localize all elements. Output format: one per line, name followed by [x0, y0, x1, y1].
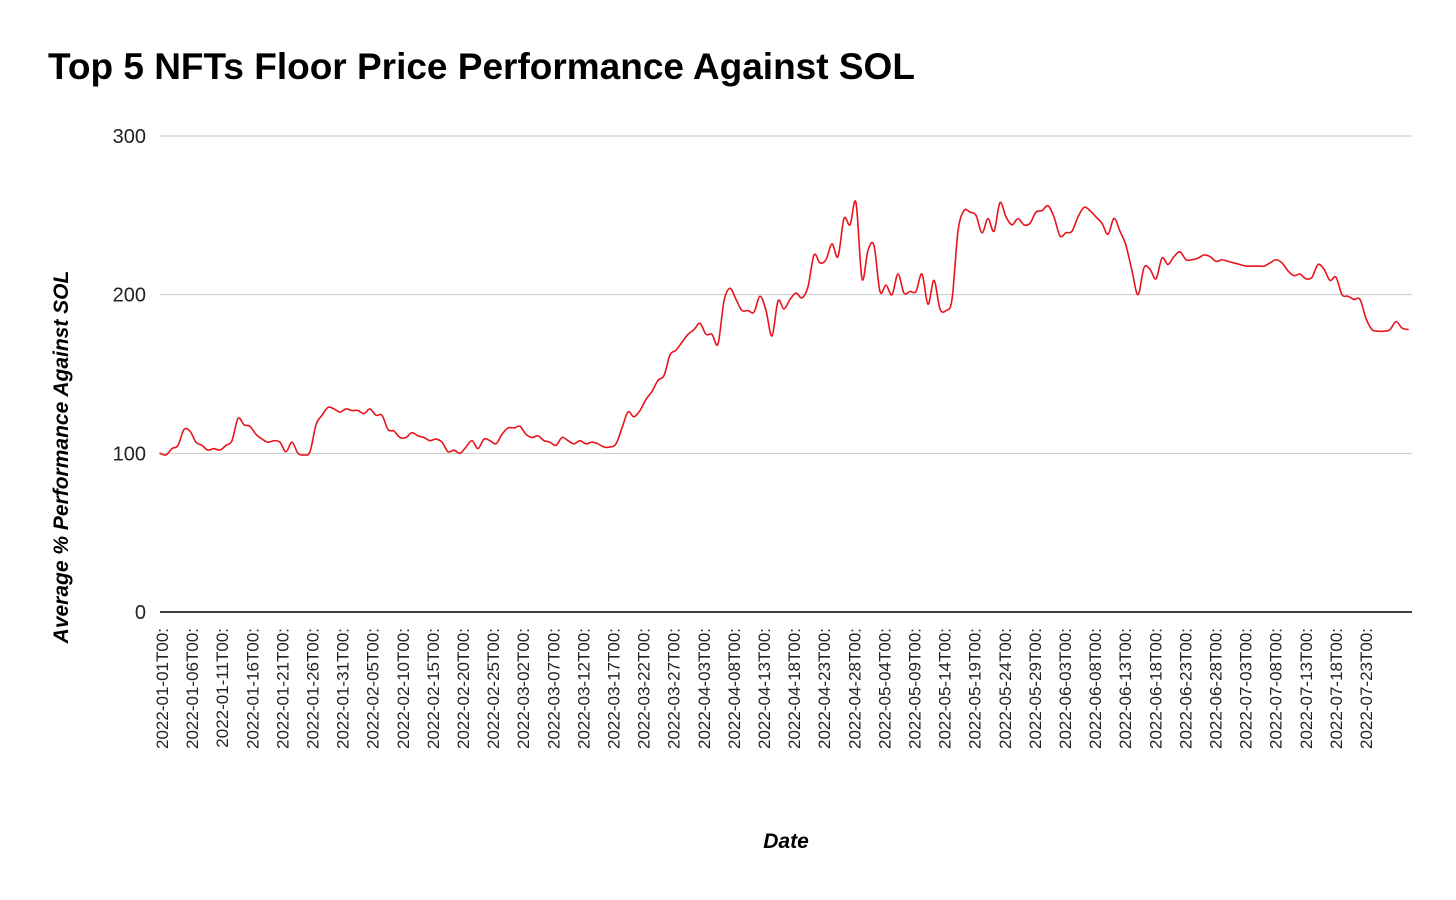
x-tick-label: 2022-01-16T00:	[243, 628, 262, 749]
x-tick-label: 2022-03-02T00:	[514, 628, 533, 749]
x-tick-label: 2022-04-03T00:	[695, 628, 714, 749]
x-tick-label: 2022-05-29T00:	[1026, 628, 1045, 749]
y-tick-label: 100	[113, 443, 146, 465]
x-tick-label: 2022-06-18T00:	[1146, 628, 1165, 749]
x-tick-label: 2022-03-12T00:	[574, 628, 593, 749]
x-tick-label: 2022-07-23T00:	[1357, 628, 1376, 749]
x-tick-label: 2022-03-22T00:	[635, 628, 654, 749]
x-tick-label: 2022-06-23T00:	[1176, 628, 1195, 749]
x-tick-label: 2022-04-13T00:	[755, 628, 774, 749]
y-tick-label: 300	[113, 126, 146, 148]
x-tick-label: 2022-06-03T00:	[1056, 628, 1075, 749]
x-tick-label: 2022-05-14T00:	[936, 628, 955, 749]
x-tick-label: 2022-03-27T00:	[665, 628, 684, 749]
x-tick-label: 2022-07-03T00:	[1237, 628, 1256, 749]
gridlines	[160, 135, 1412, 454]
x-tick-label: 2022-04-18T00:	[785, 628, 804, 749]
x-tick-label: 2022-07-08T00:	[1267, 628, 1286, 749]
x-tick-label: 2022-06-13T00:	[1116, 628, 1135, 749]
series-line	[159, 200, 1409, 456]
y-tick-label: 0	[135, 602, 146, 624]
x-tick-label: 2022-01-06T00:	[183, 628, 202, 749]
x-tick-label: 2022-02-20T00:	[454, 628, 473, 749]
x-tick-label: 2022-07-18T00:	[1327, 628, 1346, 749]
x-tick-label: 2022-03-07T00:	[544, 628, 563, 749]
x-tick-label: 2022-01-11T00:	[213, 628, 232, 748]
chart-title: Top 5 NFTs Floor Price Performance Again…	[48, 46, 915, 87]
x-tick-label: 2022-06-28T00:	[1207, 628, 1226, 749]
y-tick-label: 200	[113, 285, 146, 307]
x-tick-label: 2022-04-08T00:	[725, 628, 744, 749]
x-tick-label: 2022-05-09T00:	[906, 628, 925, 749]
x-tick-label: 2022-02-10T00:	[394, 628, 413, 749]
x-tick-label: 2022-02-05T00:	[364, 628, 383, 749]
x-tick-label: 2022-02-15T00:	[424, 628, 443, 749]
x-axis-ticks: 2022-01-01T00: 2022-01-06T00: 2022-01-11T0…	[153, 628, 1376, 749]
x-tick-label: 2022-02-25T00:	[484, 628, 503, 749]
x-tick-label: 2022-05-04T00:	[875, 628, 894, 749]
x-tick-label: 2022-03-17T00:	[605, 628, 624, 749]
x-tick-label: 2022-01-26T00:	[304, 628, 323, 749]
x-tick-label: 2022-01-21T00:	[273, 628, 292, 749]
x-tick-label: 2022-05-24T00:	[996, 628, 1015, 749]
x-tick-label: 2022-01-31T00:	[334, 628, 353, 749]
x-tick-label: 2022-04-28T00:	[845, 628, 864, 749]
x-tick-label: 2022-01-01T00:	[153, 628, 172, 749]
x-tick-label: 2022-05-19T00:	[966, 628, 985, 749]
x-tick-label: 2022-07-13T00:	[1297, 628, 1316, 749]
y-axis-ticks: 0 100 200 300	[113, 126, 146, 624]
x-axis-label: Date	[763, 830, 809, 853]
x-tick-label: 2022-04-23T00:	[815, 628, 834, 749]
x-tick-label: 2022-06-08T00:	[1086, 628, 1105, 749]
y-axis-label: Average % Performance Against SOL	[50, 271, 73, 645]
